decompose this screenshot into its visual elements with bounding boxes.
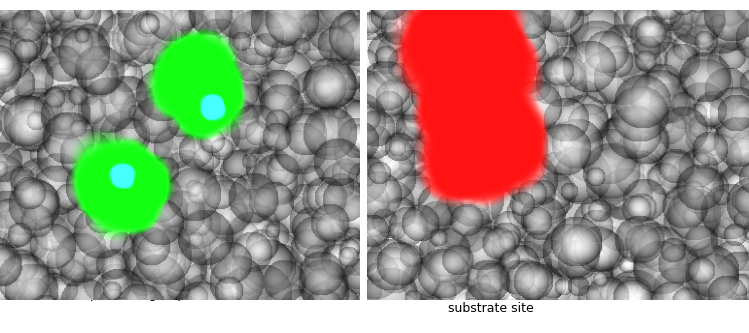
Text: Heme prostetic group site: Heme prostetic group site bbox=[49, 183, 211, 301]
Text: Dimer
interface: Dimer interface bbox=[634, 128, 734, 161]
Text: b): b) bbox=[376, 13, 394, 28]
Text: Entrance of
substrate site: Entrance of substrate site bbox=[448, 194, 533, 315]
Text: a): a) bbox=[9, 13, 26, 28]
